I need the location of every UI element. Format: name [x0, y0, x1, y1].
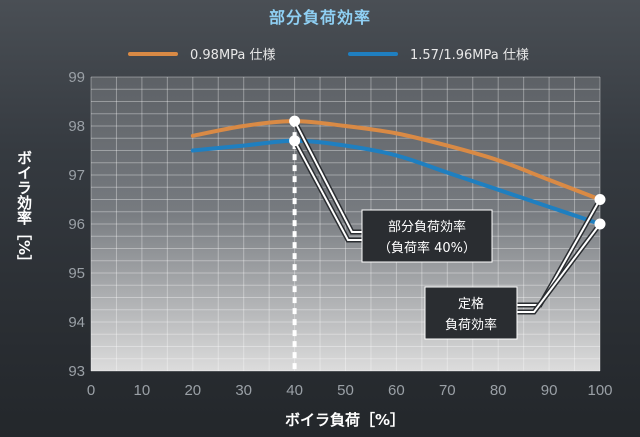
- y-tick-99: 99: [68, 69, 85, 86]
- annotation-0-line-0: 部分負荷効率: [388, 219, 466, 235]
- marker-0: [289, 115, 301, 127]
- legend-swatch-1: [348, 51, 398, 56]
- x-tick-70: 70: [439, 382, 456, 399]
- annotation-partial-load: 部分負荷効率 （負荷率 40%）: [361, 209, 493, 263]
- leader-line-1: [293, 140, 362, 241]
- legend-label-0: 0.98MPa 仕様: [190, 48, 276, 63]
- series-line-0: [190, 119, 602, 202]
- x-tick-10: 10: [134, 382, 151, 399]
- markers: [289, 115, 606, 230]
- y-tick-94: 94: [68, 314, 85, 331]
- legend-item-0: 0.98MPa 仕様: [128, 44, 276, 63]
- y-tick-98: 98: [68, 118, 85, 135]
- annotation-box-0: [361, 209, 493, 263]
- x-axis-label: ボイラ負荷［%］: [284, 411, 406, 429]
- x-tick-0: 0: [87, 382, 95, 399]
- marker-1: [289, 135, 301, 147]
- y-tick-96: 96: [68, 216, 85, 233]
- legend-item-1: 1.57/1.96MPa 仕様: [348, 44, 529, 63]
- x-tick-30: 30: [235, 382, 252, 399]
- annotation-0-line-1: （負荷率 40%）: [378, 240, 476, 256]
- leader-line-0: [293, 120, 362, 233]
- annotation-rated-load: 定格 負荷効率: [424, 286, 518, 340]
- leader-line-3: [517, 223, 601, 313]
- legend-label-1: 1.57/1.96MPa 仕様: [410, 48, 529, 63]
- x-tick-60: 60: [388, 382, 405, 399]
- y-tick-93: 93: [68, 363, 85, 380]
- y-axis-label: ボイラ効率［%］: [15, 150, 33, 271]
- x-tick-40: 40: [286, 382, 303, 399]
- x-tick-20: 20: [184, 382, 201, 399]
- marker-3: [594, 218, 606, 230]
- annotation-1-line-0: 定格: [458, 296, 484, 312]
- annotation-box-1: [424, 286, 518, 340]
- x-tick-50: 50: [337, 382, 354, 399]
- chart-title: 部分負荷効率: [268, 8, 371, 27]
- x-tick-80: 80: [490, 382, 507, 399]
- series-lines: [190, 119, 602, 226]
- legend-swatch-0: [128, 51, 178, 56]
- tick-labels: 93 94 95 96 97 98 99 0 10 20 30 40 50 60 70 80 90 100: [68, 69, 612, 399]
- x-tick-90: 90: [541, 382, 558, 399]
- annotation-1-line-1: 負荷効率: [445, 317, 497, 333]
- legend: 0.98MPa 仕様 1.57/1.96MPa 仕様: [0, 44, 640, 64]
- marker-2: [594, 194, 606, 205]
- y-tick-97: 97: [68, 167, 85, 184]
- x-tick-100: 100: [587, 382, 612, 399]
- annotation-leaders: [292, 119, 603, 315]
- y-tick-95: 95: [68, 265, 85, 282]
- series-line-1: [190, 138, 602, 226]
